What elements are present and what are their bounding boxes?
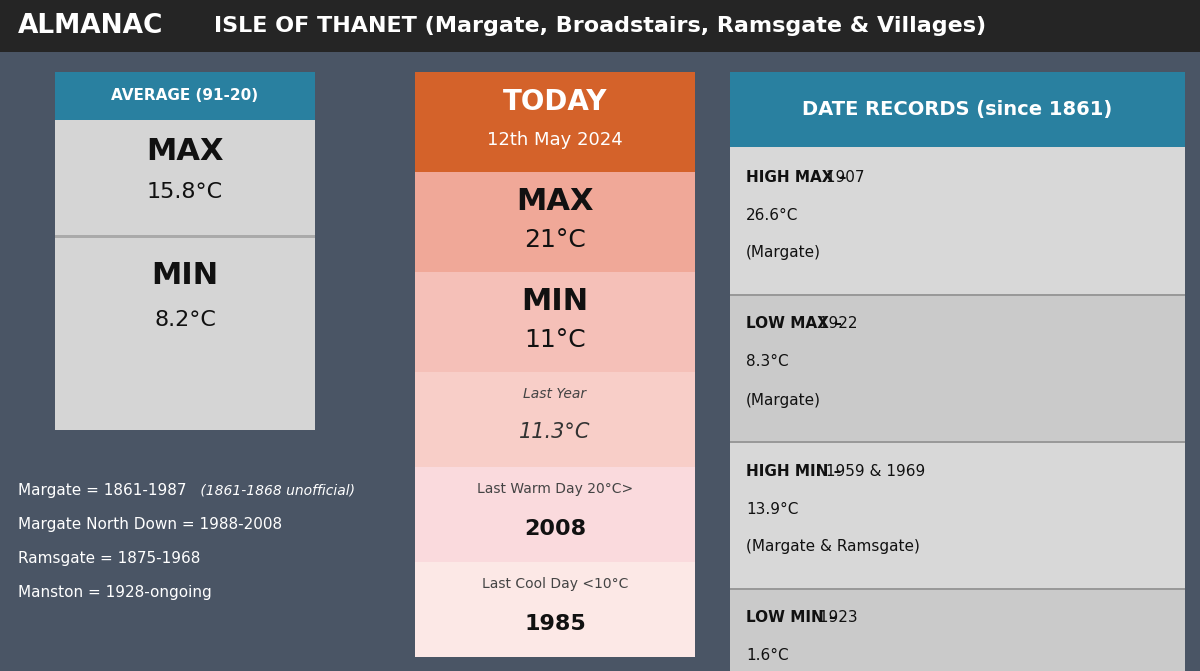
Text: LOW MAX –: LOW MAX – [746,317,842,331]
Text: Last Warm Day 20°C>: Last Warm Day 20°C> [476,482,634,496]
Text: ISLE OF THANET (Margate, Broadstairs, Ramsgate & Villages): ISLE OF THANET (Margate, Broadstairs, Ra… [214,16,986,36]
Text: (Margate): (Margate) [746,393,821,407]
Text: TODAY: TODAY [503,88,607,116]
Text: 11.3°C: 11.3°C [520,422,590,442]
Text: 11°C: 11°C [524,328,586,352]
Text: 1922: 1922 [814,317,857,331]
Text: Ramsgate = 1875-1968: Ramsgate = 1875-1968 [18,550,200,566]
Text: MIN: MIN [522,287,588,317]
Text: 1923: 1923 [814,611,857,625]
Text: Last Cool Day <10°C: Last Cool Day <10°C [482,577,628,591]
Text: 26.6°C: 26.6°C [746,207,798,223]
Text: HIGH MAX –: HIGH MAX – [746,170,846,185]
Text: (1861-1868 unofficial): (1861-1868 unofficial) [196,483,355,497]
Text: 21°C: 21°C [524,228,586,252]
Text: 1907: 1907 [821,170,864,185]
Text: Manston = 1928-ongoing: Manston = 1928-ongoing [18,584,211,599]
Text: Last Year: Last Year [523,387,587,401]
Text: LOW MIN –: LOW MIN – [746,611,836,625]
Text: (Margate & Ramsgate): (Margate & Ramsgate) [746,539,920,554]
Bar [730,588,1186,671]
Text: 1959 & 1969: 1959 & 1969 [821,464,925,478]
Bar [730,441,1186,443]
Bar [415,372,695,467]
Text: HIGH MIN –: HIGH MIN – [746,464,841,478]
Bar [415,562,695,657]
Bar [730,72,1186,147]
Bar [730,147,1186,294]
Text: 8.2°C: 8.2°C [154,310,216,330]
Text: Margate North Down = 1988-2008: Margate North Down = 1988-2008 [18,517,282,531]
Bar [415,172,695,272]
Text: 12th May 2024: 12th May 2024 [487,131,623,149]
Text: 8.3°C: 8.3°C [746,354,788,370]
Text: 1985: 1985 [524,614,586,634]
Bar [415,72,695,172]
Text: (Margate): (Margate) [746,246,821,260]
Text: DATE RECORDS (since 1861): DATE RECORDS (since 1861) [803,101,1112,119]
Bar [730,294,1186,296]
Bar [55,120,314,430]
Text: 15.8°C: 15.8°C [146,182,223,202]
Text: MAX: MAX [516,187,594,217]
Bar [730,588,1186,590]
Text: AVERAGE (91-20): AVERAGE (91-20) [112,89,258,103]
Bar [415,272,695,372]
Text: Margate = 1861-1987: Margate = 1861-1987 [18,482,186,497]
Bar [415,467,695,562]
Bar [55,235,314,238]
Text: MIN: MIN [151,260,218,289]
Text: 1.6°C: 1.6°C [746,648,788,664]
Text: MAX: MAX [146,138,223,166]
Text: ALMANAC: ALMANAC [18,13,163,39]
Bar [730,441,1186,588]
Bar [55,72,314,120]
Bar [730,294,1186,441]
Text: 2008: 2008 [524,519,586,539]
Bar [0,0,1200,52]
Text: 13.9°C: 13.9°C [746,501,798,517]
